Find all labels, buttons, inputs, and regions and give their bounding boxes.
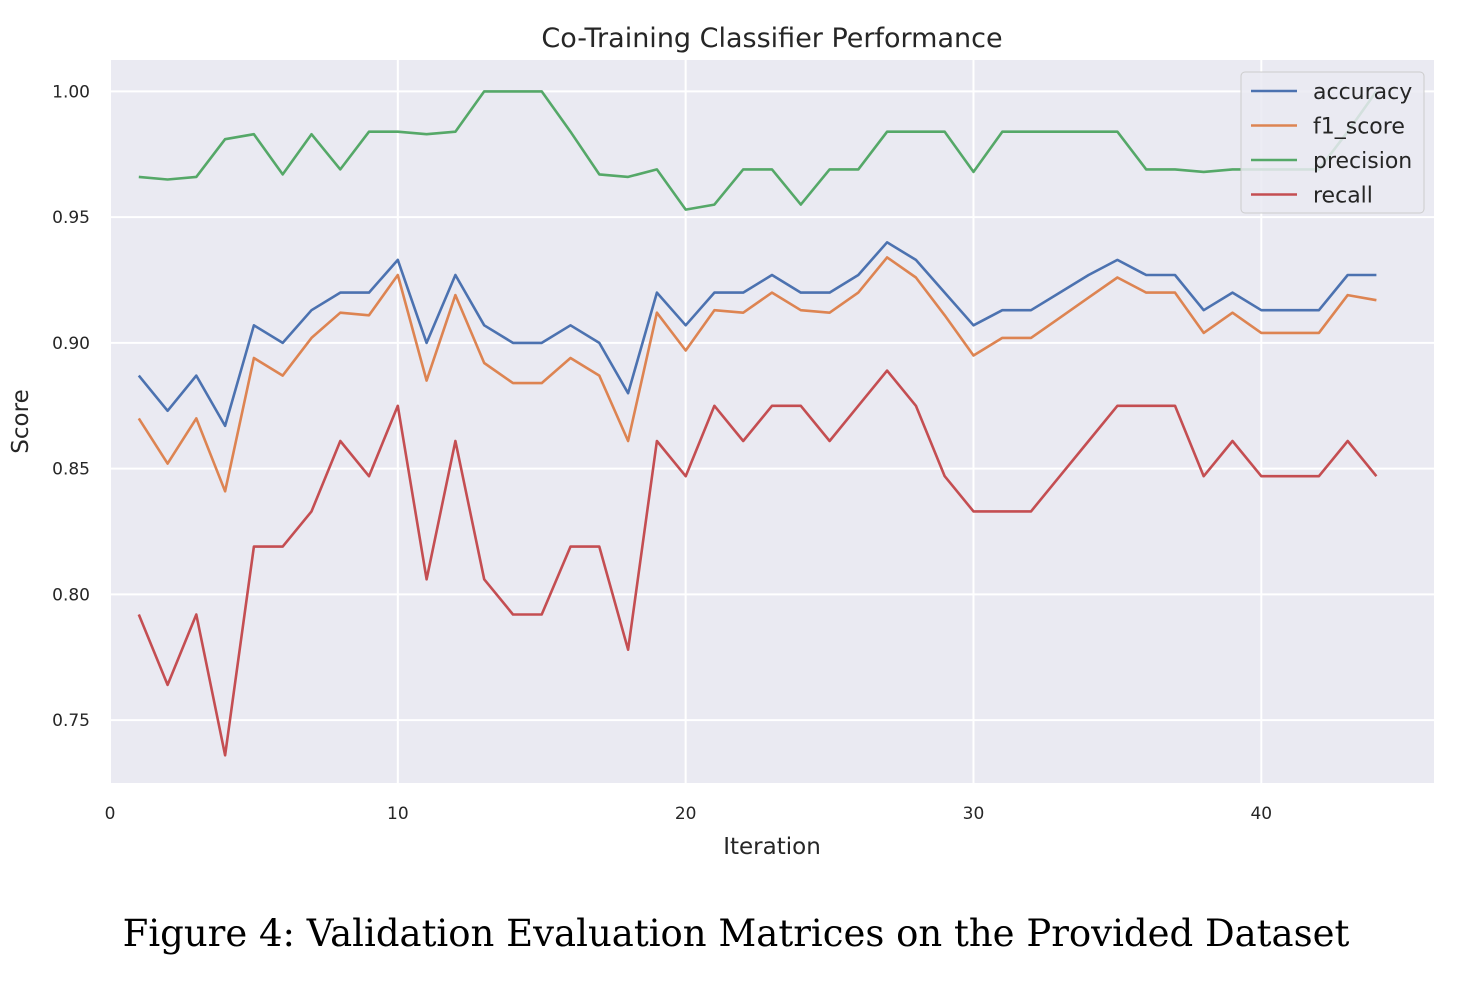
y-tick-label: 0.85 xyxy=(52,460,90,480)
x-tick-label: 40 xyxy=(1250,804,1272,824)
line-chart: 0 10 20 30 40 0.75 0.80 0.85 0.90 0.95 1.00 Co-Tr… xyxy=(8,23,1434,860)
legend-label: accuracy xyxy=(1313,80,1412,105)
y-tick-label: 0.90 xyxy=(52,334,90,354)
x-tick-label: 30 xyxy=(963,804,985,824)
y-tick-label: 0.80 xyxy=(52,585,90,605)
y-tick-label: 0.75 xyxy=(52,711,90,731)
x-tick-label: 0 xyxy=(105,804,116,824)
grid-lines xyxy=(109,60,1434,783)
plot-area xyxy=(110,60,1434,783)
legend-label: precision xyxy=(1313,149,1412,174)
series-line-accuracy xyxy=(137,241,1377,428)
legend-label: f1_score xyxy=(1313,115,1405,140)
y-tick-label: 0.95 xyxy=(52,208,90,228)
y-axis-label: Score xyxy=(8,389,34,453)
y-tick-label: 1.00 xyxy=(52,82,90,102)
legend: accuracy f1_score precision recall xyxy=(1240,71,1425,214)
x-tick-label: 10 xyxy=(387,804,409,824)
figure-caption: Figure 4: Validation Evaluation Matrices… xyxy=(122,912,1350,955)
x-axis-label: Iteration xyxy=(723,834,821,860)
legend-label: recall xyxy=(1313,184,1373,209)
x-axis-ticks: 0 10 20 30 40 xyxy=(105,804,1273,824)
series-lines xyxy=(137,90,1378,757)
series-line-precision xyxy=(138,90,1378,211)
series-line-f1-score xyxy=(137,256,1377,493)
chart-title: Co-Training Classifier Performance xyxy=(541,23,1002,54)
series-line-recall xyxy=(137,369,1378,757)
y-axis-ticks: 0.75 0.80 0.85 0.90 0.95 1.00 xyxy=(52,82,90,731)
legend-box xyxy=(1240,71,1425,214)
x-tick-label: 20 xyxy=(675,804,697,824)
